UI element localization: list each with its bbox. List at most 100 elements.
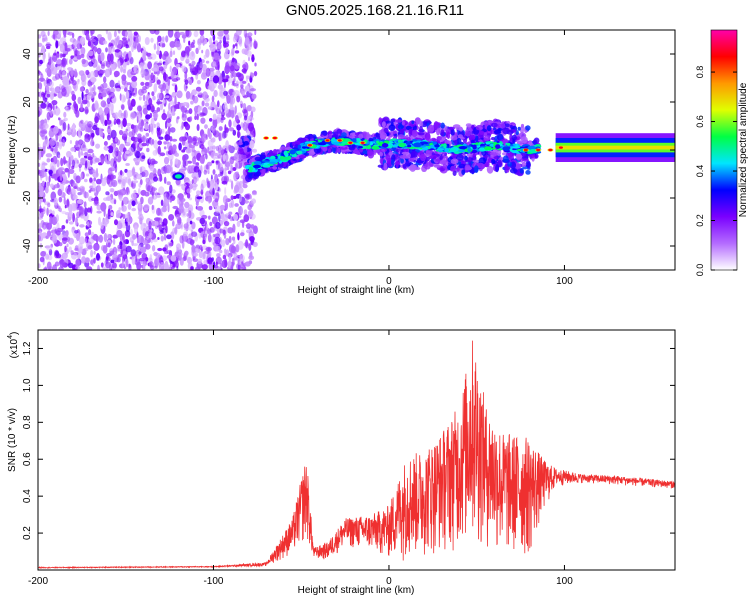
noise-dot [100,202,107,212]
ridge-core [389,141,394,144]
noise-dot [217,61,220,71]
ridge-core [283,150,288,156]
signal-dot [475,124,483,131]
heatmap-x-tick-label: -100 [203,276,223,287]
signal-dot [502,127,510,135]
noise-dot [208,215,211,220]
noise-dot [249,213,256,220]
noise-dot [230,195,234,201]
signal-dot [427,124,435,133]
noise-dot [175,214,180,220]
noise-dot [215,183,219,191]
snr-multiplier-base: (x10 [9,338,20,358]
noise-dot [118,254,122,258]
signal-dot [521,161,527,167]
noise-dot [59,133,62,141]
noise-dot [73,68,78,78]
heatmap-x-tick-label: 100 [556,276,573,287]
noise-dot [132,40,137,50]
noise-dot [204,102,210,107]
noise-dot [228,144,232,152]
snr-multiplier-exponent: 4 [7,335,14,339]
noise-dot [245,223,252,228]
hot-spot [272,136,277,140]
noise-dot [47,30,50,37]
noise-dot [90,249,94,258]
signal-dot [391,159,395,166]
noise-dot [245,194,251,200]
noise-dot [77,96,82,105]
noise-dot [161,206,168,213]
noise-dot [165,89,169,95]
noise-dot [71,94,77,102]
noise-dot [38,151,42,161]
noise-dot [223,90,228,97]
noise-dot [90,205,93,214]
hot-spot [337,139,342,142]
signal-dot [243,141,250,146]
noise-dot [146,104,151,111]
noise-dot [116,209,121,219]
noise-dot [147,184,154,193]
noise-dot [131,75,138,82]
signal-dot [505,123,510,128]
noise-dot [136,237,140,244]
noise-dot [156,79,161,85]
noise-dot [38,185,44,192]
noise-dot [201,133,206,143]
noise-dot [109,187,115,193]
noise-dot [88,61,94,67]
noise-dot [208,196,211,204]
noise-dot [197,258,203,265]
noise-dot [212,75,220,84]
snr-panel: -200 -100 0 100 0.20.40.60.81.01.2 Height o… [7,329,676,596]
signal-dot [307,133,314,139]
noise-dot [121,74,127,82]
noise-dot [107,145,114,149]
noise-dot [189,258,192,266]
noise-dot [52,53,58,63]
noise-dot [154,220,159,226]
noise-dot [210,126,214,131]
signal-dot [390,121,394,127]
noise-dot [147,56,153,60]
signal-dot [322,130,328,136]
noise-dot [209,227,215,233]
noise-dot [237,232,240,241]
noise-dot [181,34,187,39]
ridge-core [444,147,450,152]
noise-dot [146,95,150,100]
noise-dot [59,174,63,181]
noise-dot [183,208,189,213]
noise-dot [214,173,219,183]
noise-dot [140,189,147,196]
noise-dot [229,179,232,183]
noise-dot [212,61,217,67]
signal-dot [439,155,443,161]
signal-dot [509,167,518,174]
noise-dot [51,100,58,106]
noise-dot [141,155,146,160]
ridge-core [478,147,486,152]
noise-dot [38,143,41,147]
noise-dot [46,101,50,110]
noise-dot [234,65,240,70]
noise-dot [157,237,160,240]
signal-dot [493,156,500,160]
signal-dot [341,132,347,138]
noise-dot [87,100,90,108]
signal-dot [366,132,370,140]
noise-dot [40,198,43,203]
noise-dot [101,177,107,187]
noise-dot [249,195,252,200]
noise-dot [74,265,81,270]
signal-dot [426,131,430,140]
noise-dot [53,30,59,36]
noise-dot [74,219,78,226]
noise-dot [180,105,185,113]
figure-title: GN05.2025.168.21.16.R11 [285,2,465,19]
noise-dot [46,77,49,83]
noise-dot [58,117,61,121]
noise-dot [188,142,192,148]
noise-dot [250,224,255,229]
